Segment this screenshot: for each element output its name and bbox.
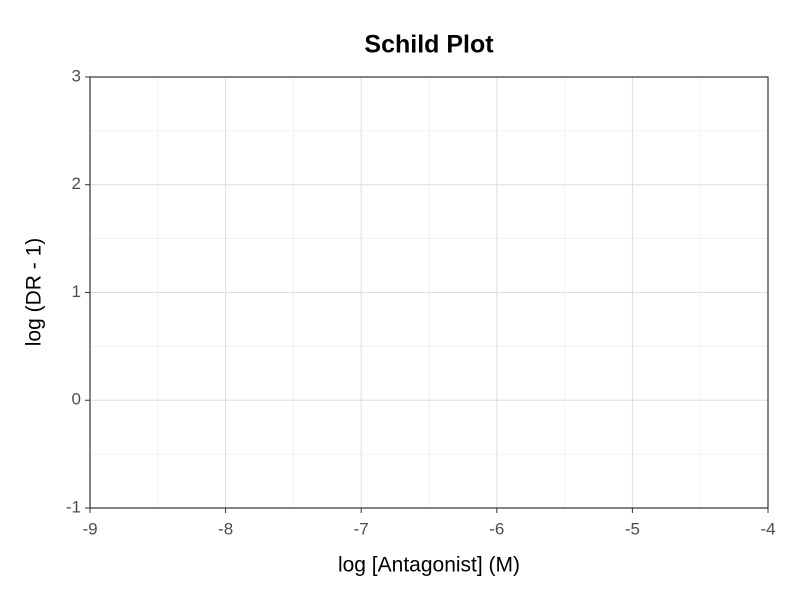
x-tick-label: -9 bbox=[82, 519, 97, 538]
x-tick-label: -8 bbox=[218, 519, 233, 538]
x-tick-label: -7 bbox=[354, 519, 369, 538]
y-tick-label: 0 bbox=[72, 390, 81, 409]
chart-title: Schild Plot bbox=[364, 31, 494, 59]
x-tick-label: -6 bbox=[489, 519, 504, 538]
y-tick-label: 3 bbox=[72, 66, 81, 85]
x-tick-label: -5 bbox=[625, 519, 640, 538]
x-axis-label: log [Antagonist] (M) bbox=[338, 554, 520, 577]
y-tick-label: 2 bbox=[72, 174, 81, 193]
y-axis-label: log (DR - 1) bbox=[23, 238, 46, 347]
y-tick-label: -1 bbox=[66, 497, 81, 516]
x-tick-label: -4 bbox=[760, 519, 775, 538]
y-tick-label: 1 bbox=[72, 282, 81, 301]
